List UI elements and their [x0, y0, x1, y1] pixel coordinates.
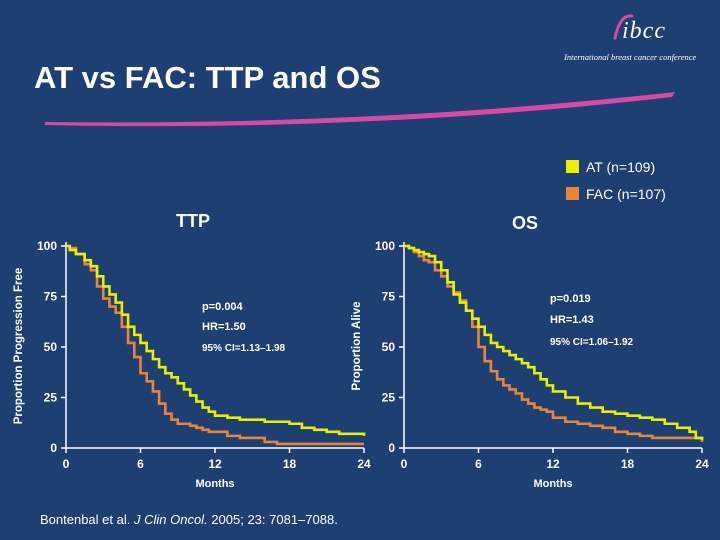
ttp-panel-title: TTP [176, 211, 210, 231]
os-y-tick-label: 25 [382, 391, 396, 405]
legend-item-at: AT (n=109) [566, 153, 666, 180]
citation: Bontenbal et al. J Clin Oncol. 2005; 23:… [40, 512, 338, 527]
conference-logo: ibcc International breast cancer confere… [560, 8, 710, 70]
ttp-y-tick-label: 75 [44, 290, 58, 304]
legend-label-fac: FAC (n=107) [586, 185, 666, 202]
ttp-series-fac [66, 244, 364, 446]
legend-item-fac: FAC (n=107) [566, 180, 666, 207]
ttp-x-axis-label: Months [195, 478, 234, 490]
legend-swatch-at [566, 160, 579, 173]
ttp-y-tick-label: 0 [50, 441, 57, 455]
ttp-y-tick-label: 50 [44, 340, 58, 354]
ttp-annotation: p=0.004 [202, 301, 244, 313]
logo-mark: ibcc [622, 18, 666, 44]
title-swoosh [45, 92, 675, 127]
ttp-x-tick-label: 12 [208, 457, 222, 471]
logo-ribbon-icon [613, 14, 634, 40]
os-y-axis-label: Proportion Alive [351, 301, 363, 390]
ttp-annotation: 95% CI=1.13–1.98 [202, 343, 286, 354]
legend-label-at: AT (n=109) [586, 158, 656, 175]
os-y-tick-label: 100 [375, 239, 395, 253]
citation-authors: Bontenbal et al. [40, 512, 131, 527]
slide-title: AT vs FAC: TTP and OS [34, 60, 381, 95]
ttp-chart: 0 25 50 75 100 0 6 12 18 24 Months Proportion Progr… [13, 239, 371, 490]
os-x-tick-label: 0 [401, 457, 408, 471]
os-panel-title: OS [512, 213, 539, 233]
os-x-tick-label: 18 [621, 457, 635, 471]
ttp-annotation: HR=1.50 [202, 321, 246, 333]
os-series-at [404, 244, 704, 440]
os-series-fac [404, 244, 704, 442]
ttp-y-tick-label: 100 [37, 239, 57, 253]
chart-legend: AT (n=109) FAC (n=107) [566, 153, 666, 207]
os-y-tick-label: 75 [382, 290, 396, 304]
os-annotation: HR=1.43 [550, 314, 594, 326]
ttp-y-tick-label: 25 [44, 391, 58, 405]
logo-subtitle: International breast cancer conference [564, 52, 697, 62]
os-x-tick-label: 12 [546, 457, 560, 471]
citation-journal: J Clin Oncol. [133, 512, 208, 527]
os-annotation: 95% CI=1.06–1.92 [550, 337, 634, 348]
ttp-x-tick-label: 0 [63, 457, 70, 471]
os-annotation: p=0.019 [550, 293, 591, 305]
os-x-tick-label: 6 [475, 457, 482, 471]
os-x-tick-label: 24 [695, 457, 709, 471]
ttp-y-axis-label: Proportion Progression Free [13, 268, 25, 425]
legend-swatch-fac [566, 187, 579, 200]
ttp-x-tick-label: 24 [357, 457, 371, 471]
ttp-x-tick-label: 18 [283, 457, 297, 471]
ttp-series-at [66, 244, 366, 436]
ttp-x-tick-label: 6 [137, 457, 144, 471]
os-x-axis-label: Months [533, 478, 572, 490]
os-chart: 0 25 50 75 100 0 6 12 18 24 Months Proportion Alive… [351, 239, 709, 490]
os-y-tick-label: 50 [382, 340, 396, 354]
os-y-tick-label: 0 [388, 441, 395, 455]
citation-details: 2005; 23: 7081–7088. [211, 512, 338, 527]
